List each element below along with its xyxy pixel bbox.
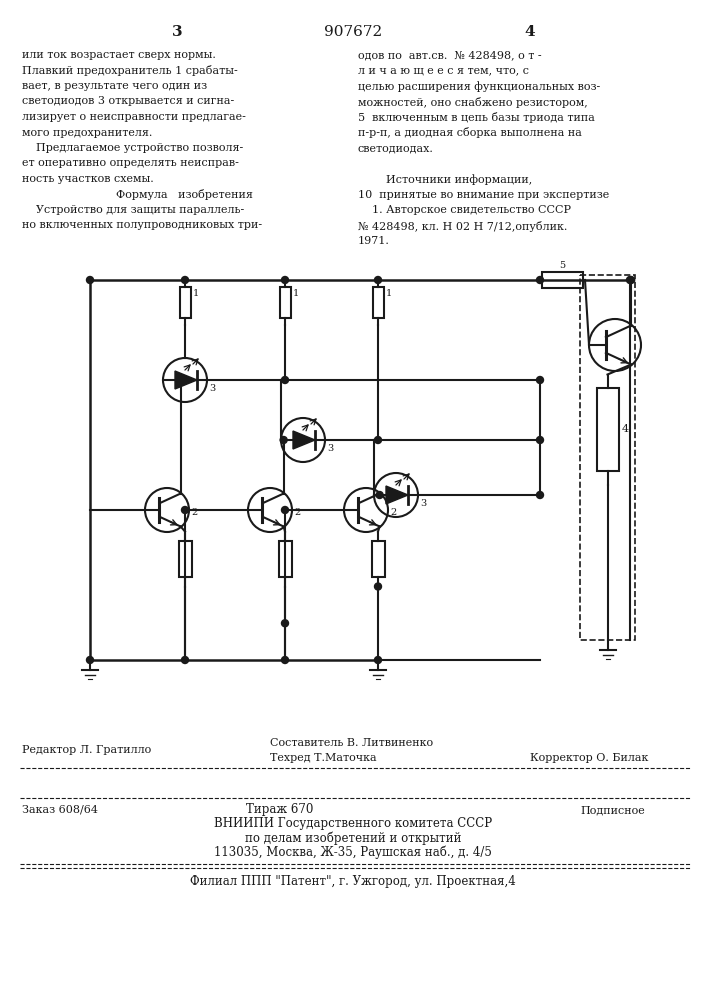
Text: 3: 3 (209, 384, 215, 393)
Text: Составитель В. Литвиненко: Составитель В. Литвиненко (270, 738, 433, 748)
Text: лизирует о неисправности предлагае-: лизирует о неисправности предлагае- (22, 112, 246, 122)
Text: 2: 2 (294, 508, 300, 517)
Text: светодиодах.: светодиодах. (358, 143, 434, 153)
Text: 1: 1 (386, 289, 392, 298)
Text: Тираж 670: Тираж 670 (246, 804, 314, 816)
Text: 3: 3 (327, 444, 333, 453)
Text: можностей, оно снабжено резистором,: можностей, оно снабжено резистором, (358, 97, 588, 107)
Text: 113035, Москва, Ж-35, Раушская наб., д. 4/5: 113035, Москва, Ж-35, Раушская наб., д. … (214, 845, 492, 859)
Text: Заказ 608/64: Заказ 608/64 (22, 805, 98, 815)
Text: или ток возрастает сверх нормы.: или ток возрастает сверх нормы. (22, 50, 216, 60)
Text: п-р-п, а диодная сборка выполнена на: п-р-п, а диодная сборка выполнена на (358, 127, 582, 138)
Bar (371, 541, 385, 577)
Text: 4: 4 (525, 25, 535, 39)
Text: вает, в результате чего один из: вает, в результате чего один из (22, 81, 207, 91)
Bar (542, 272, 583, 288)
Text: Источники информации,: Источники информации, (358, 174, 532, 185)
Circle shape (281, 506, 288, 514)
Polygon shape (386, 486, 408, 504)
Text: Подписное: Подписное (580, 805, 645, 815)
Text: 3: 3 (172, 25, 182, 39)
Circle shape (628, 276, 635, 284)
Text: ность участков схемы.: ность участков схемы. (22, 174, 153, 184)
Text: но включенных полупроводниковых три-: но включенных полупроводниковых три- (22, 221, 262, 231)
Circle shape (182, 276, 189, 284)
Circle shape (537, 436, 544, 444)
Text: 3: 3 (420, 499, 426, 508)
Text: Техред Т.Маточка: Техред Т.Маточка (270, 753, 377, 763)
Circle shape (626, 276, 633, 284)
Circle shape (86, 656, 93, 664)
Text: 1. Авторское свидетельство СССР: 1. Авторское свидетельство СССР (358, 205, 571, 215)
Text: Предлагаемое устройство позволя-: Предлагаемое устройство позволя- (22, 143, 243, 153)
Text: Корректор О. Билак: Корректор О. Билак (530, 753, 648, 763)
Text: 2: 2 (191, 508, 197, 517)
Text: 907672: 907672 (324, 25, 382, 39)
Bar (178, 541, 192, 577)
Circle shape (182, 656, 189, 664)
Circle shape (537, 376, 544, 383)
Text: л и ч а ю щ е е с я тем, что, с: л и ч а ю щ е е с я тем, что, с (358, 66, 529, 76)
Circle shape (177, 376, 184, 383)
Text: по делам изобретений и открытий: по делам изобретений и открытий (245, 831, 461, 845)
Circle shape (182, 506, 189, 514)
Text: 1: 1 (293, 289, 299, 298)
Bar (180, 287, 190, 318)
Text: 4: 4 (621, 424, 629, 434)
Text: 2: 2 (390, 508, 396, 517)
Text: 5: 5 (559, 261, 566, 270)
Circle shape (375, 276, 382, 284)
Text: Формула   изобретения: Формула изобретения (102, 190, 252, 200)
Text: Устройство для защиты параллель-: Устройство для защиты параллель- (22, 205, 244, 215)
Text: Филиал ППП "Патент", г. Ужгород, ул. Проектная,4: Филиал ППП "Патент", г. Ужгород, ул. Про… (190, 876, 516, 888)
Circle shape (281, 376, 288, 383)
Circle shape (280, 436, 287, 444)
Text: 10  принятые во внимание при экспертизе: 10 принятые во внимание при экспертизе (358, 190, 609, 200)
Polygon shape (175, 371, 197, 389)
Circle shape (281, 656, 288, 664)
Circle shape (375, 436, 382, 444)
Circle shape (375, 583, 382, 590)
Text: 1: 1 (193, 289, 199, 298)
Bar (597, 388, 619, 471)
Text: Редактор Л. Гратилло: Редактор Л. Гратилло (22, 745, 151, 755)
Bar (279, 541, 291, 577)
Text: № 428498, кл. Н 02 Н 7/12,опублик.: № 428498, кл. Н 02 Н 7/12,опублик. (358, 221, 568, 232)
Text: Плавкий предохранитель 1 срабаты-: Плавкий предохранитель 1 срабаты- (22, 66, 238, 77)
Bar (580, 275, 635, 640)
Circle shape (281, 276, 288, 284)
Text: целью расширения функциональных воз-: целью расширения функциональных воз- (358, 81, 600, 92)
Text: 5  включенным в цепь базы триода типа: 5 включенным в цепь базы триода типа (358, 112, 595, 123)
Circle shape (86, 276, 93, 284)
Bar (279, 287, 291, 318)
Polygon shape (293, 431, 315, 449)
Circle shape (281, 620, 288, 627)
Text: ет оперативно определять неисправ-: ет оперативно определять неисправ- (22, 158, 239, 168)
Circle shape (537, 491, 544, 498)
Circle shape (537, 276, 544, 284)
Text: мого предохранителя.: мого предохранителя. (22, 127, 153, 137)
Bar (373, 287, 383, 318)
Text: ВНИИПИ Государственного комитета СССР: ВНИИПИ Государственного комитета СССР (214, 818, 492, 830)
Text: 1971.: 1971. (358, 236, 390, 246)
Text: одов по  авт.св.  № 428498, о т -: одов по авт.св. № 428498, о т - (358, 50, 542, 60)
Circle shape (375, 656, 382, 664)
Circle shape (376, 491, 383, 498)
Text: светодиодов 3 открывается и сигна-: светодиодов 3 открывается и сигна- (22, 97, 234, 106)
